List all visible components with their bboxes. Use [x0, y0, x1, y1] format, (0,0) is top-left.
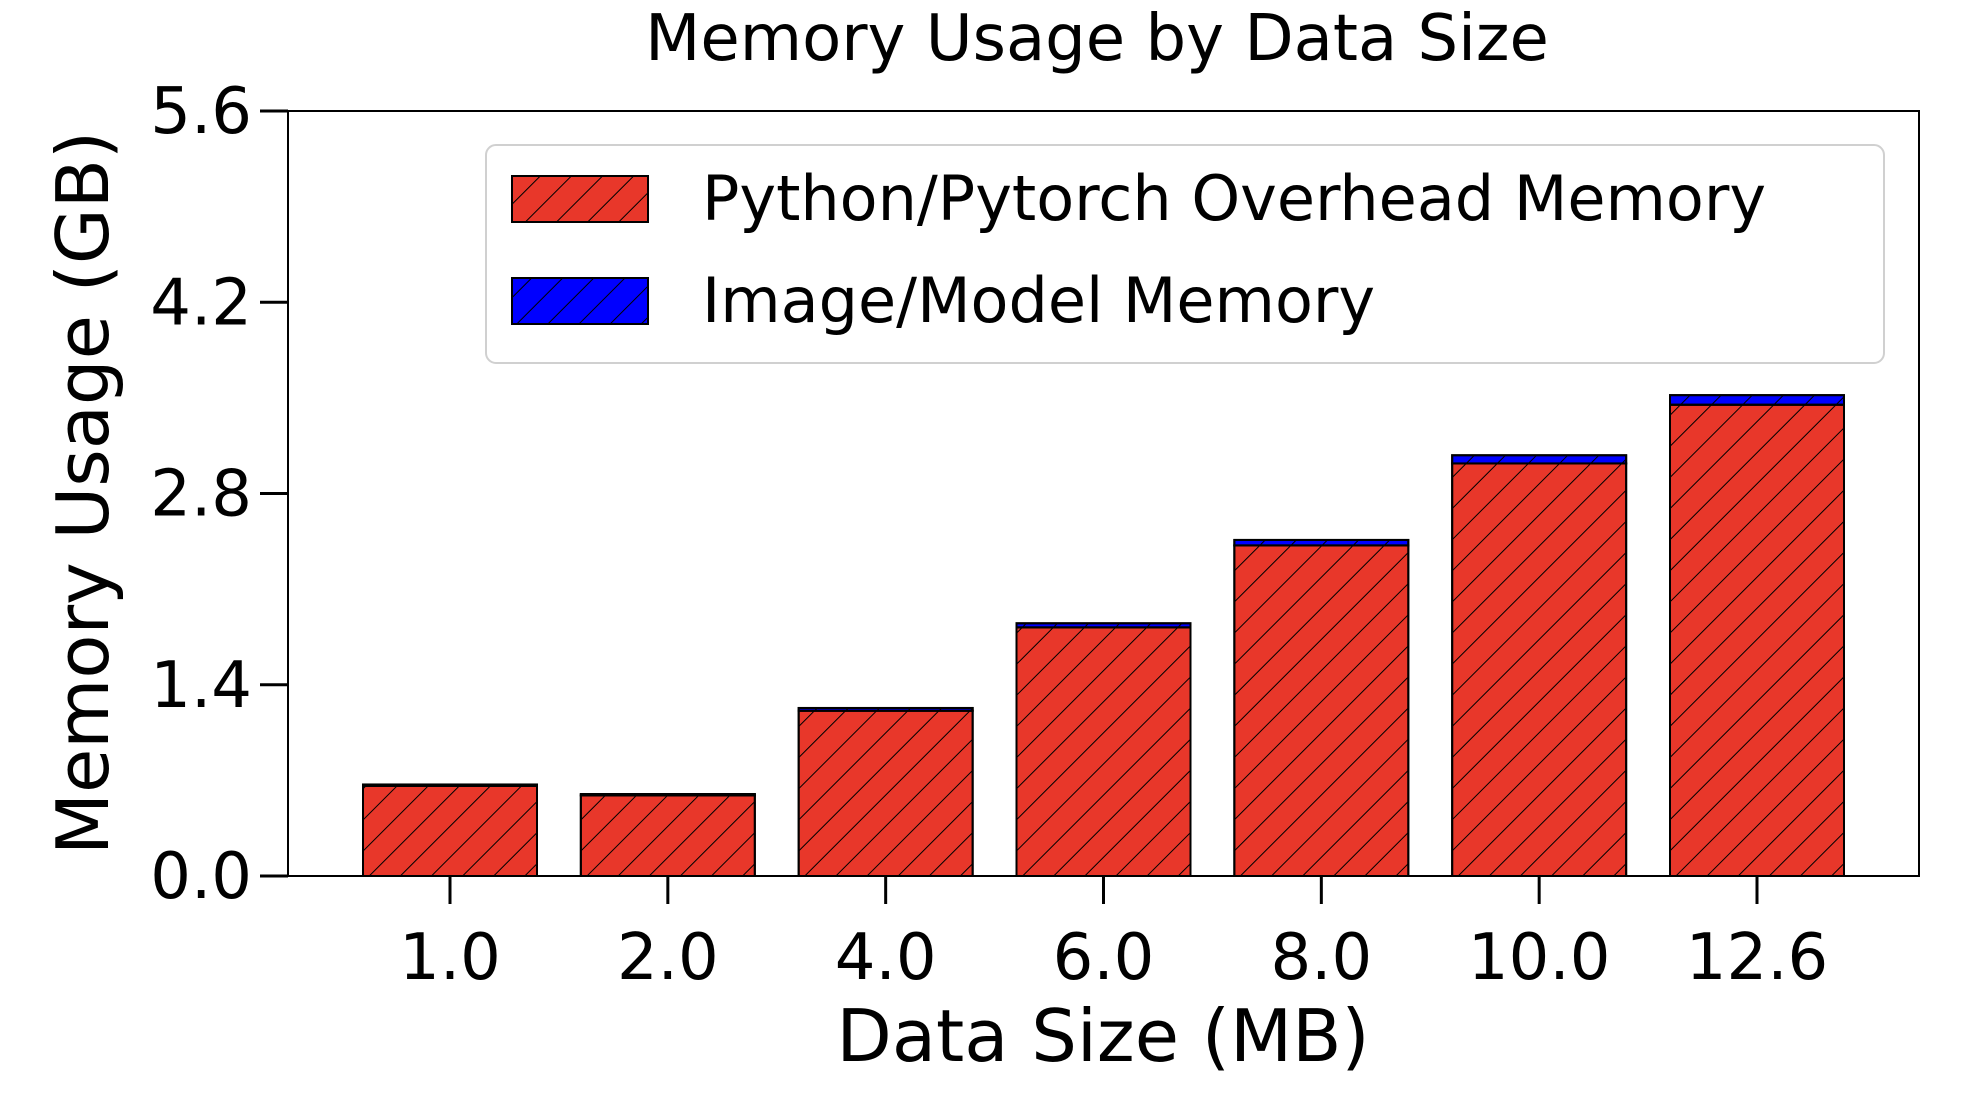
y-tick-label-1: 1.4: [150, 649, 252, 723]
x-tick-label-1: 2.0: [617, 921, 719, 995]
x-tick-label-0: 1.0: [399, 921, 501, 995]
bar-hatch-1-6: [1669, 394, 1845, 406]
y-tick-label-0: 0.0: [150, 840, 252, 914]
bar-hatch-1-4: [1233, 538, 1410, 547]
x-axis-label: Data Size (MB): [836, 994, 1369, 1078]
bar-hatch-1-1: [579, 793, 756, 797]
x-tick-label-3: 6.0: [1053, 921, 1155, 995]
legend-frame: [485, 144, 1885, 364]
bar-hatch-0-0: [362, 784, 538, 878]
bar-hatch-0-2: [797, 709, 974, 878]
x-tick-label-6: 12.6: [1686, 921, 1829, 995]
bar-hatch-0-1: [579, 794, 756, 878]
chart-title: Memory Usage by Data Size: [645, 2, 1549, 76]
y-tick-label-2: 2.8: [150, 458, 252, 532]
bar-hatch-0-6: [1669, 403, 1845, 877]
x-tick-label-5: 10.0: [1468, 921, 1611, 995]
bar-hatch-1-5: [1451, 454, 1628, 465]
bar-hatch-0-3: [1015, 626, 1192, 877]
bar-hatch-0-5: [1451, 462, 1628, 877]
x-tick-label-2: 4.0: [835, 921, 937, 995]
bar-hatch-0-4: [1233, 544, 1410, 877]
bar-hatch-1-3: [1015, 622, 1192, 629]
y-tick-label-3: 4.2: [150, 266, 252, 340]
bar-hatch-1-0: [362, 783, 538, 787]
legend-label-image-model: Image/Model Memory: [702, 264, 1375, 337]
plot-area: 1.0 2.0 4.0 6.0 8.0 10.0 12.6 0.0 1.4 2.8 4.2 5.6: [150, 75, 1845, 995]
plot-frame: [287, 110, 1920, 877]
x-tick-label-4: 8.0: [1270, 921, 1372, 995]
legend: Python/Pytorch Overhead Memory Image/Mod…: [485, 144, 1885, 364]
legend-swatch-overhead-hatch: [511, 175, 649, 223]
bar-hatch-1-2: [797, 706, 974, 712]
legend-label-overhead: Python/Pytorch Overhead Memory: [702, 162, 1766, 235]
y-tick-label-4: 5.6: [150, 75, 252, 149]
legend-swatch-image-model-hatch: [511, 277, 649, 325]
y-axis-label: Memory Usage (GB): [41, 131, 125, 855]
